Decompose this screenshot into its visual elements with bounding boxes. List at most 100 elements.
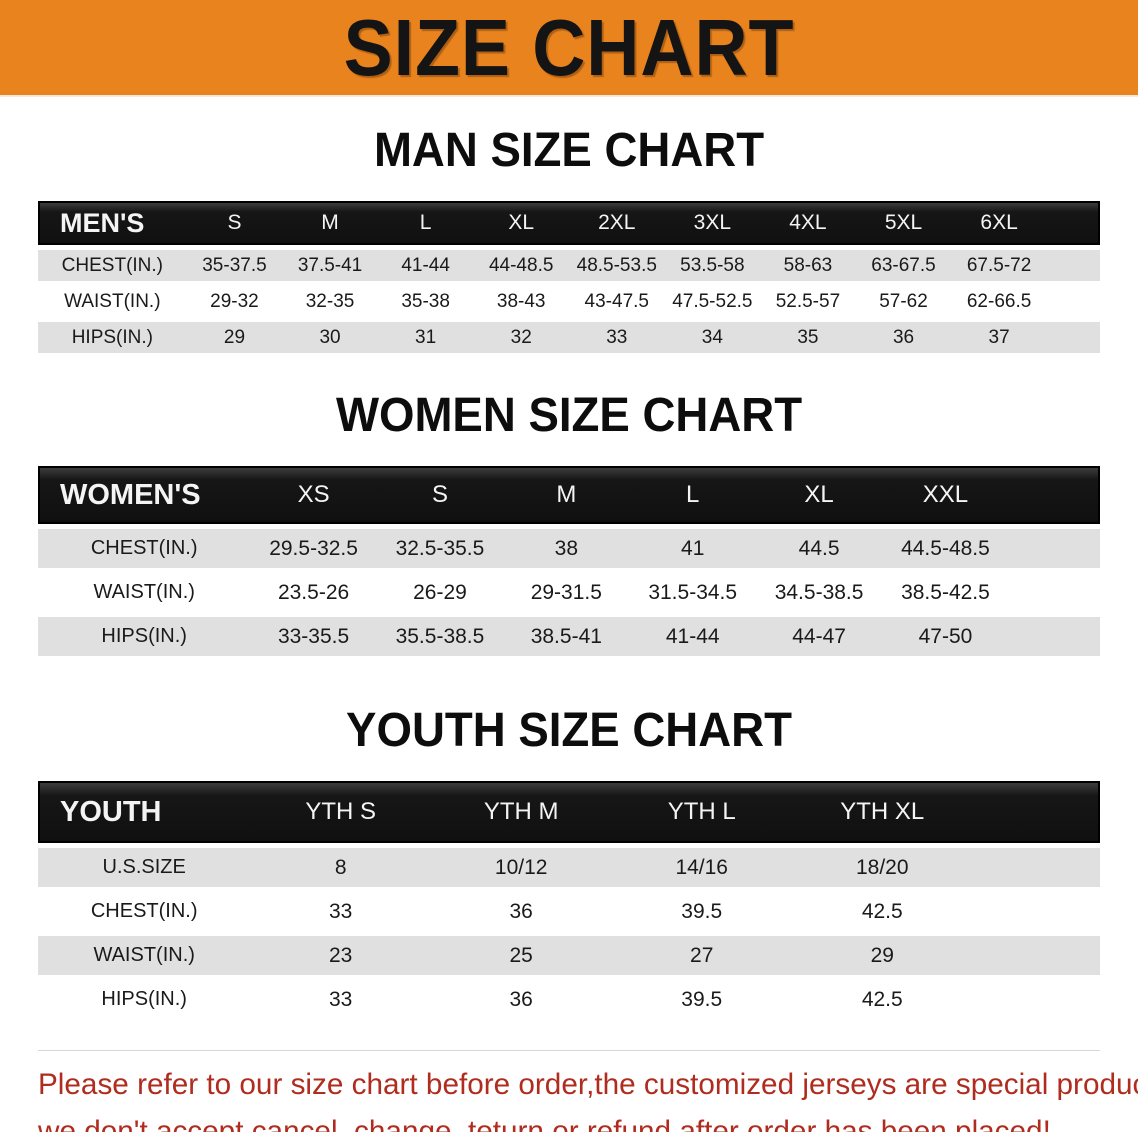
size-value: 35 (797, 326, 819, 348)
table-header-row: WOMEN'S XS S M L XL XXL (38, 466, 1100, 524)
table-header-row: YOUTH YTH S YTH M YTH L YTH XL (38, 781, 1100, 843)
size-value: 42.5 (861, 899, 903, 923)
size-value: 35-37.5 (202, 254, 267, 276)
column-header: YTH S (250, 781, 431, 843)
row-spacer (1047, 322, 1100, 353)
size-value: 23 (328, 943, 353, 967)
size-value: 29 (870, 943, 894, 967)
column-header: 6XL (951, 201, 1047, 245)
column-header: L (629, 466, 756, 524)
size-value: 34 (701, 326, 723, 348)
row-label: HIPS(IN.) (101, 625, 187, 647)
size-value: 44.5-48.5 (901, 536, 990, 560)
size-value: 36 (509, 987, 533, 1011)
size-value: 29-31.5 (530, 580, 602, 604)
row-spacer (1047, 286, 1100, 317)
size-value: 25 (509, 943, 533, 967)
column-header: 3XL (664, 201, 761, 245)
table-row: HIPS(IN.) 33-35.5 35.5-38.5 38.5-41 41-44 44-… (38, 617, 1100, 656)
table-row: HIPS(IN.) 33 36 39.5 42.5 (38, 980, 1100, 1019)
row-label: WAIST(IN.) (93, 581, 195, 603)
column-header: YTH L (611, 781, 792, 843)
size-value: 57-62 (879, 290, 928, 312)
size-value: 35.5-38.5 (395, 624, 485, 648)
row-spacer (1047, 250, 1100, 281)
column-header: XL (473, 201, 569, 245)
table-row: WAIST(IN.) 23 25 27 29 (38, 936, 1100, 975)
size-value: 30 (319, 326, 341, 348)
size-value: 38.5-41 (530, 624, 602, 648)
table-group-label: WOMEN'S (38, 466, 251, 524)
size-value: 47.5-52.5 (672, 290, 753, 312)
page-title: SIZE CHART (343, 3, 795, 92)
size-value: 42.5 (861, 987, 903, 1011)
column-header: L (377, 201, 474, 245)
size-value: 67.5-72 (966, 254, 1032, 276)
size-value: 29.5-32.5 (269, 536, 358, 560)
row-label: CHEST(IN.) (90, 900, 198, 922)
banner: SIZE CHART (0, 0, 1138, 97)
column-header: XS (250, 466, 377, 524)
table-row: CHEST(IN.) 33 36 39.5 42.5 (38, 892, 1100, 931)
size-value: 27 (690, 943, 714, 967)
size-value: 33 (328, 987, 353, 1011)
size-value: 31.5-34.5 (648, 580, 738, 604)
size-value: 41 (681, 536, 705, 560)
size-value: 32-35 (305, 290, 355, 312)
row-spacer (1009, 617, 1100, 656)
table-row: WAIST(IN.) 29-32 32-35 35-38 38-43 43-47.5 47.… (38, 286, 1100, 317)
column-header: 5XL (855, 201, 952, 245)
column-header: M (282, 201, 378, 245)
size-value: 33-35.5 (277, 624, 350, 648)
disclaimer-line-1: Please refer to our size chart before or… (38, 1068, 1138, 1101)
row-spacer (973, 848, 1100, 887)
row-label: CHEST(IN.) (90, 537, 198, 559)
column-header: M (503, 466, 630, 524)
column-header: 2XL (568, 201, 665, 245)
size-value: 43-47.5 (584, 290, 649, 312)
size-value: 58-63 (783, 254, 833, 276)
size-value: 23.5-26 (277, 580, 350, 604)
size-value: 32.5-35.5 (395, 536, 485, 560)
header-spacer (1008, 466, 1100, 524)
size-value: 35-38 (401, 290, 450, 312)
table-row: U.S.SIZE 8 10/12 14/16 18/20 (38, 848, 1100, 887)
column-header: XL (755, 466, 883, 524)
mens-size-table: MEN'S S M L XL 2XL 3XL 4XL 5XL 6XL CHEST(IN.) 35-3… (38, 196, 1100, 358)
size-value: 63-67.5 (871, 254, 936, 276)
row-label: HIPS(IN.) (71, 326, 153, 348)
row-spacer (973, 892, 1100, 931)
column-header: 4XL (760, 201, 856, 245)
size-value: 48.5-53.5 (576, 254, 657, 276)
table-header-row: MEN'S S M L XL 2XL 3XL 4XL 5XL 6XL (38, 201, 1100, 245)
table-group-label: MEN'S (38, 201, 187, 245)
row-spacer (1009, 573, 1100, 612)
size-value: 14/16 (675, 855, 728, 879)
size-value: 47-50 (918, 624, 973, 648)
size-value: 41-44 (665, 624, 720, 648)
size-value: 38.5-42.5 (901, 580, 990, 604)
size-value: 34.5-38.5 (774, 580, 864, 604)
size-value: 31 (415, 326, 437, 348)
column-header: YTH XL (791, 781, 973, 843)
size-value: 39.5 (681, 899, 723, 923)
section-heading-women: WOMEN SIZE CHART (335, 389, 803, 442)
header-spacer (972, 781, 1100, 843)
disclaimer: Please refer to our size chart before or… (38, 1050, 1138, 1132)
row-label: CHEST(IN.) (61, 254, 163, 276)
size-value: 38 (554, 536, 578, 560)
size-value: 62-66.5 (966, 290, 1032, 312)
size-value: 18/20 (855, 855, 909, 879)
section-heading-youth: YOUTH SIZE CHART (346, 704, 792, 757)
table-row: CHEST(IN.) 35-37.5 37.5-41 41-44 44-48.5 48.5… (38, 250, 1100, 281)
table-row: HIPS(IN.) 29 30 31 32 33 34 35 36 37 (38, 322, 1100, 353)
row-spacer (973, 980, 1100, 1019)
section-heading-men: MAN SIZE CHART (373, 124, 765, 177)
column-header: YTH M (430, 781, 612, 843)
disclaimer-line-2: we don't accept cancel, change, teturn o… (38, 1115, 1051, 1132)
size-value: 44-48.5 (488, 254, 554, 276)
table-row: WAIST(IN.) 23.5-26 26-29 29-31.5 31.5-34.5 34… (38, 573, 1100, 612)
size-value: 29 (223, 326, 246, 348)
header-spacer (1046, 201, 1100, 245)
